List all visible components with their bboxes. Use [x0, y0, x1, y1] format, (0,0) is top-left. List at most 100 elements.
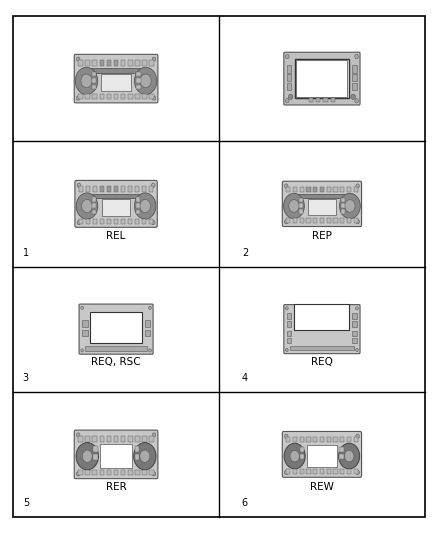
Bar [299, 204, 303, 208]
Circle shape [285, 184, 288, 188]
Bar [323, 98, 328, 102]
Bar [135, 187, 139, 192]
Circle shape [286, 99, 289, 103]
Bar [78, 94, 83, 100]
Circle shape [81, 306, 83, 309]
Bar [142, 187, 146, 192]
Circle shape [286, 349, 288, 351]
Bar [340, 187, 344, 192]
Circle shape [285, 471, 288, 475]
Text: REP: REP [312, 231, 332, 241]
Bar [107, 219, 111, 224]
Bar [92, 204, 96, 208]
Bar [290, 345, 354, 350]
Circle shape [289, 200, 299, 212]
Circle shape [290, 450, 300, 462]
Circle shape [77, 433, 80, 437]
Bar [308, 98, 313, 102]
Bar [121, 94, 125, 100]
Bar [102, 199, 131, 216]
Bar [320, 218, 324, 223]
Text: RER: RER [106, 482, 127, 492]
Bar [86, 219, 90, 224]
Bar [316, 98, 321, 102]
Circle shape [351, 94, 355, 100]
Bar [300, 437, 304, 442]
Bar [93, 446, 98, 451]
Bar [134, 454, 139, 460]
Bar [128, 470, 133, 475]
Bar [313, 469, 317, 474]
FancyBboxPatch shape [75, 181, 157, 228]
Bar [142, 436, 147, 442]
Bar [90, 312, 142, 343]
Bar [121, 470, 125, 475]
Bar [128, 219, 132, 224]
Circle shape [344, 450, 354, 462]
Bar [84, 194, 148, 198]
FancyBboxPatch shape [74, 430, 158, 479]
Bar [327, 437, 331, 442]
Bar [353, 74, 357, 81]
Bar [136, 72, 141, 76]
Bar [333, 469, 338, 474]
Bar [287, 338, 291, 343]
Circle shape [77, 57, 80, 61]
Circle shape [356, 184, 359, 188]
Bar [145, 320, 150, 327]
Circle shape [285, 434, 288, 438]
FancyBboxPatch shape [74, 54, 158, 103]
Bar [295, 59, 349, 99]
Bar [93, 187, 97, 192]
Bar [99, 436, 104, 442]
Bar [300, 447, 304, 452]
Text: 1: 1 [23, 248, 29, 258]
Text: 2: 2 [242, 248, 248, 258]
Bar [149, 187, 153, 192]
Bar [92, 470, 97, 475]
Bar [93, 454, 98, 460]
Bar [100, 219, 104, 224]
Bar [287, 321, 291, 327]
Bar [149, 60, 154, 66]
Bar [341, 198, 345, 202]
Bar [327, 218, 331, 223]
Circle shape [356, 307, 358, 310]
Bar [299, 198, 303, 202]
Text: 6: 6 [242, 498, 248, 508]
Bar [135, 219, 139, 224]
Circle shape [356, 434, 359, 438]
Bar [287, 66, 291, 72]
Circle shape [283, 193, 304, 219]
Bar [353, 83, 357, 90]
Circle shape [356, 349, 358, 351]
Bar [331, 98, 336, 102]
Circle shape [81, 74, 92, 87]
Circle shape [140, 74, 151, 87]
Bar [142, 470, 147, 475]
Bar [79, 219, 83, 224]
Text: 3: 3 [23, 373, 29, 383]
Bar [92, 60, 97, 66]
Bar [286, 187, 290, 192]
Bar [353, 218, 358, 223]
Bar [308, 199, 336, 215]
Bar [313, 218, 317, 223]
Bar [114, 219, 118, 224]
Bar [320, 469, 324, 474]
Bar [128, 187, 132, 192]
Circle shape [355, 54, 358, 59]
Bar [99, 470, 104, 475]
Bar [121, 60, 125, 66]
Bar [347, 187, 351, 192]
Bar [85, 346, 147, 351]
Bar [353, 321, 357, 327]
Bar [300, 218, 304, 223]
Bar [136, 85, 141, 89]
Bar [300, 454, 304, 459]
Circle shape [152, 183, 155, 188]
Circle shape [81, 349, 83, 352]
Bar [327, 187, 331, 192]
Bar [294, 304, 350, 330]
Bar [107, 470, 111, 475]
